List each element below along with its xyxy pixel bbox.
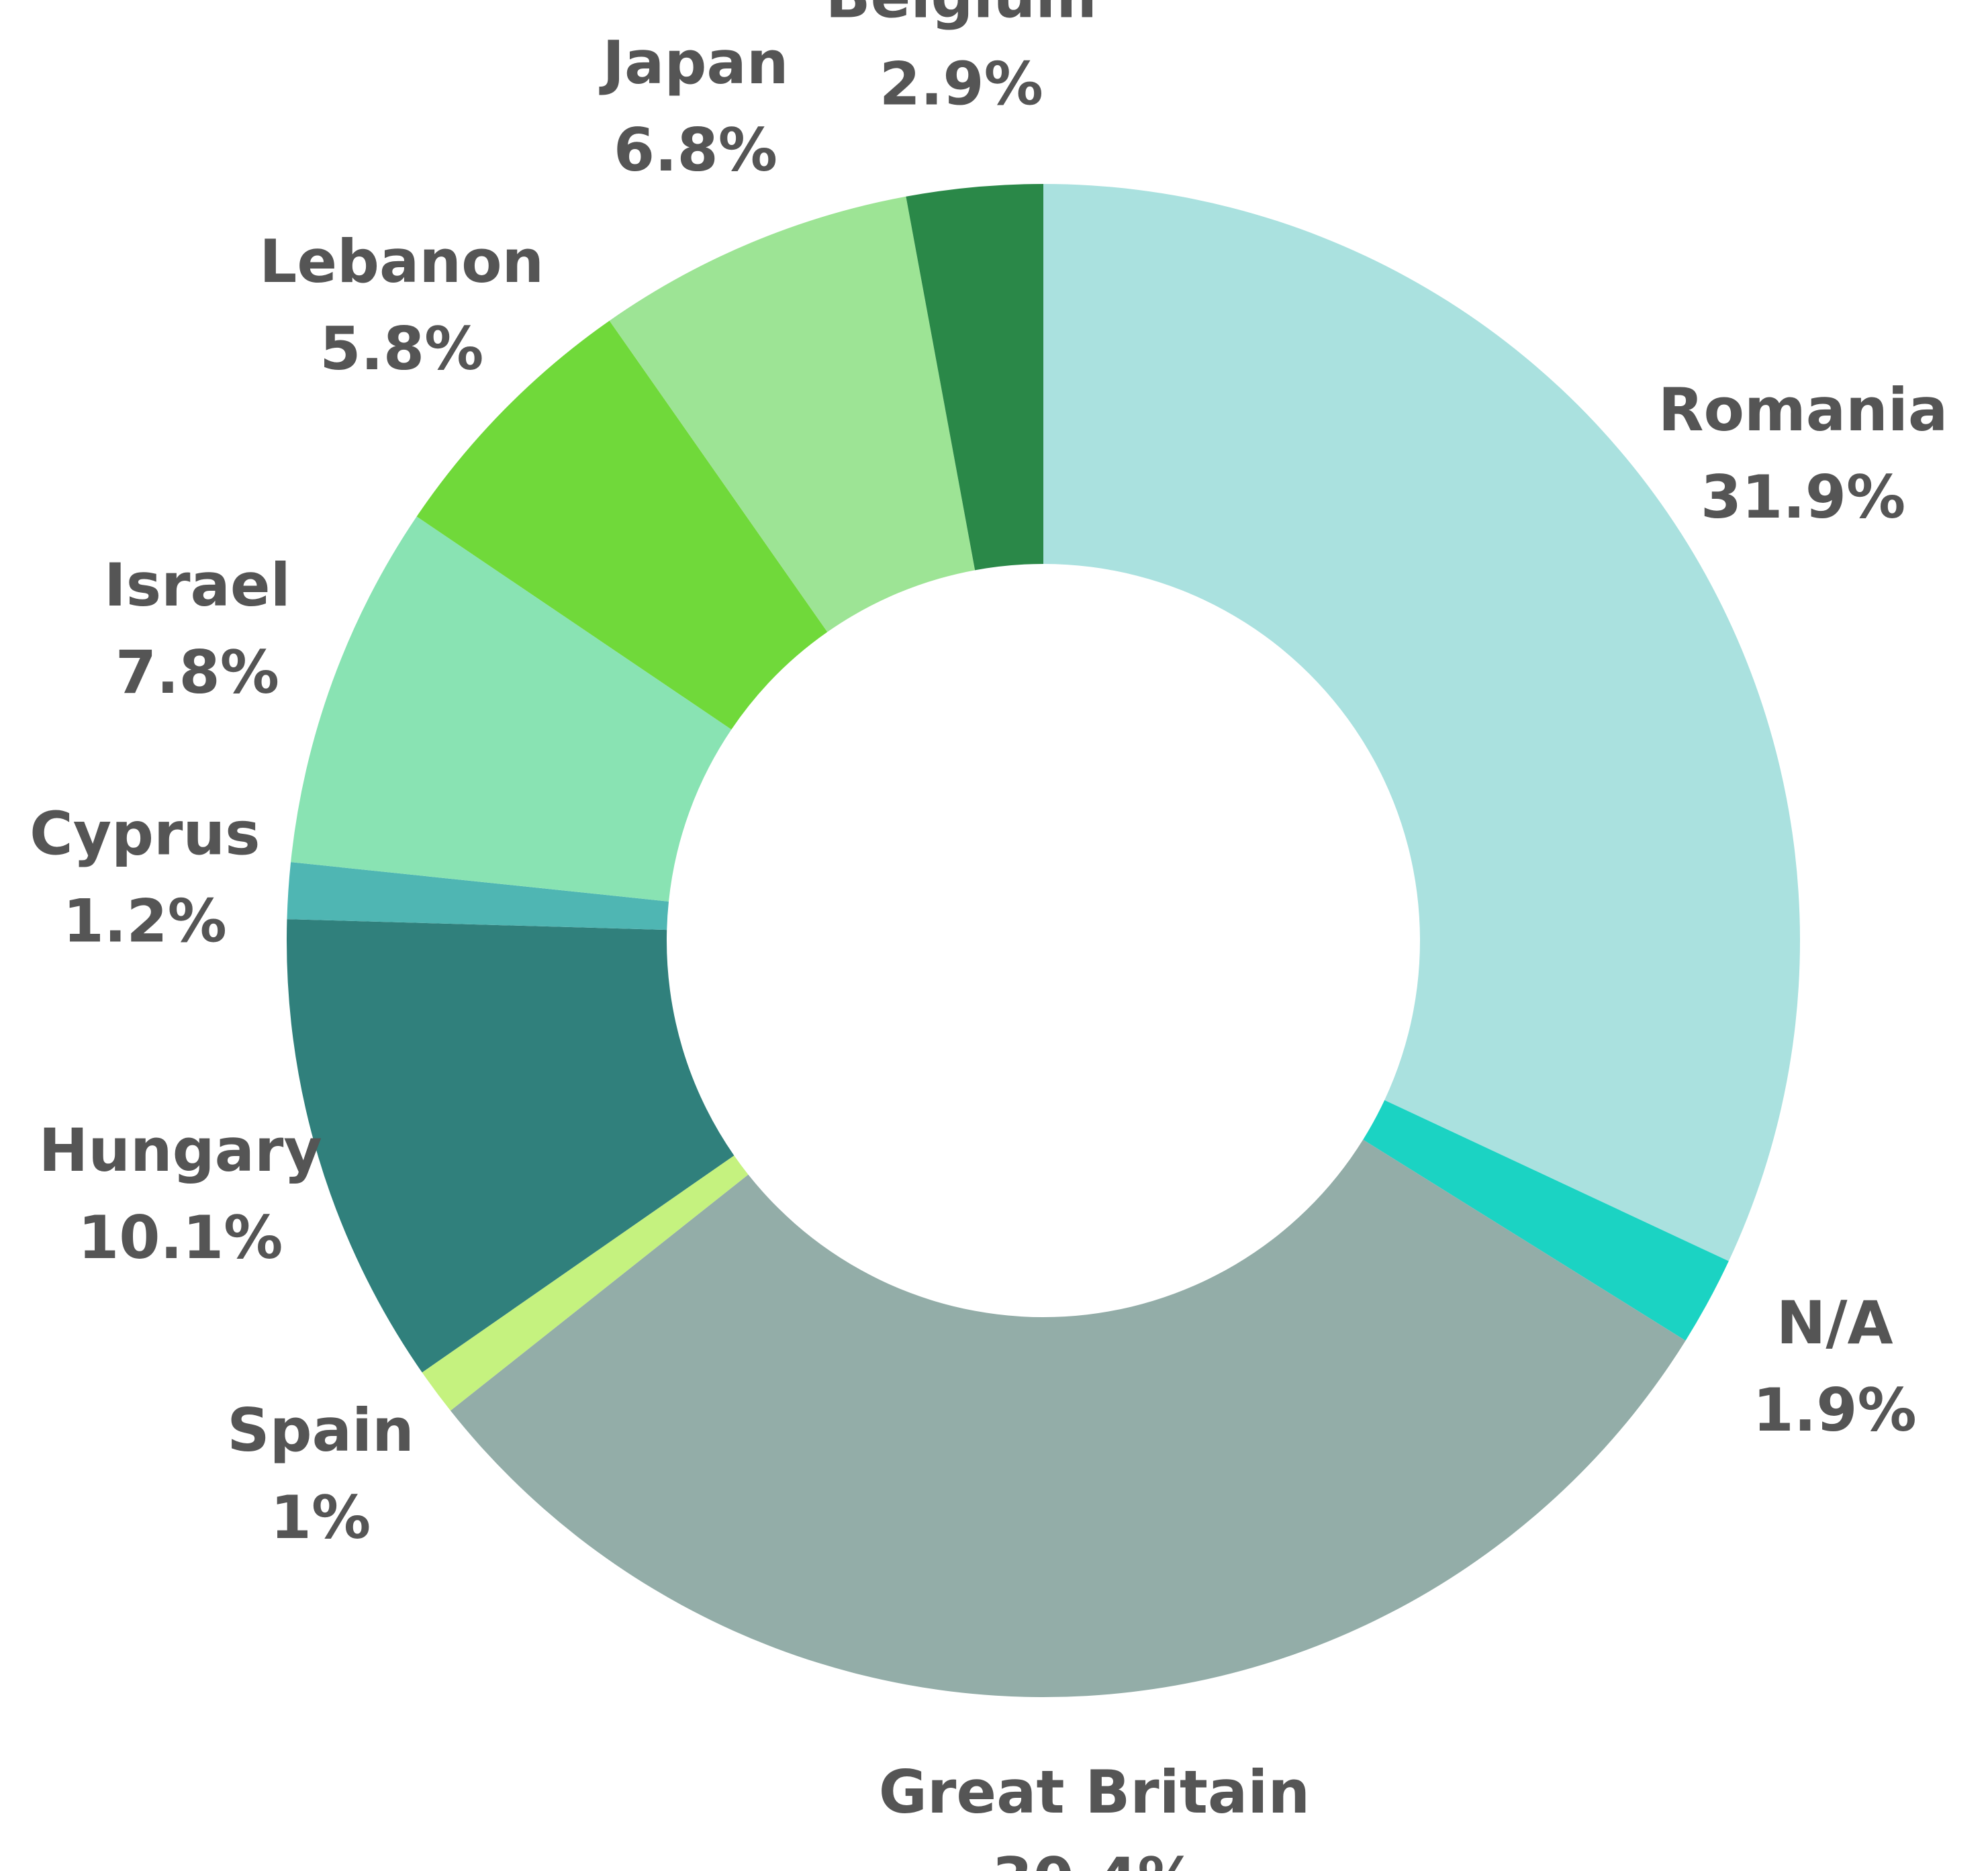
value-label: 6.8% (614, 115, 777, 185)
slice-label: Japan (599, 28, 788, 97)
slice (1043, 184, 1800, 1261)
slice (609, 196, 976, 632)
slice (1363, 1100, 1729, 1341)
value-label: 10.1% (78, 1203, 283, 1272)
slice (416, 320, 828, 730)
value-label: 1.9% (1753, 1376, 1917, 1445)
slice (450, 1139, 1686, 1697)
slice (287, 919, 735, 1373)
slice-label: N/A (1777, 1288, 1893, 1357)
slice-label: Romania (1658, 375, 1948, 444)
value-label: 7.8% (115, 638, 279, 707)
slice (291, 516, 732, 902)
value-label: 31.9% (1701, 463, 1905, 532)
slice-label: Lebanon (259, 227, 544, 296)
slice-label: Great Britain (879, 1758, 1310, 1827)
slice-label: Hungary (39, 1116, 322, 1185)
value-label: 2.9% (880, 49, 1043, 118)
value-label: 1% (271, 1483, 371, 1552)
value-label: 30.4% (992, 1845, 1196, 1871)
value-label: 1.2% (63, 886, 227, 955)
slice-label: Israel (104, 550, 291, 620)
slice-label: Spain (227, 1396, 414, 1465)
slice-label: Belgium (826, 0, 1097, 31)
slice (906, 184, 1043, 571)
value-label: 5.8% (320, 314, 483, 383)
slice (287, 862, 669, 930)
slice (422, 1155, 749, 1411)
slice-label: Cyprus (30, 799, 260, 868)
